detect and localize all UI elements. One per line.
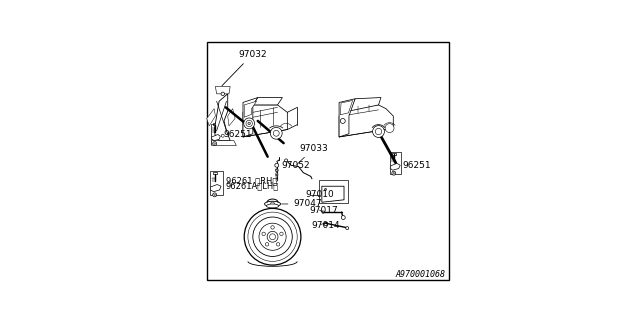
Circle shape	[248, 122, 250, 124]
Polygon shape	[207, 108, 216, 126]
Text: A970001068: A970001068	[395, 270, 445, 279]
Polygon shape	[216, 86, 230, 94]
Polygon shape	[322, 186, 344, 202]
Circle shape	[276, 243, 280, 246]
Circle shape	[244, 118, 255, 129]
Circle shape	[259, 223, 286, 250]
Circle shape	[273, 130, 279, 136]
Ellipse shape	[264, 201, 280, 207]
Bar	[390, 152, 401, 174]
Bar	[324, 222, 327, 225]
Bar	[392, 153, 396, 155]
Circle shape	[271, 202, 275, 206]
Circle shape	[253, 217, 292, 256]
Bar	[211, 124, 221, 144]
Circle shape	[267, 231, 278, 242]
Ellipse shape	[276, 172, 278, 175]
Text: 97033: 97033	[297, 143, 328, 164]
Text: 97047: 97047	[282, 199, 322, 208]
Ellipse shape	[276, 179, 278, 181]
Circle shape	[248, 212, 297, 261]
Bar	[212, 172, 216, 174]
Circle shape	[262, 232, 266, 236]
Circle shape	[244, 208, 301, 265]
Text: 97014: 97014	[311, 221, 340, 230]
Circle shape	[340, 118, 345, 124]
Circle shape	[269, 234, 275, 240]
Polygon shape	[211, 134, 220, 141]
Text: 97010: 97010	[306, 190, 335, 199]
Ellipse shape	[266, 204, 279, 208]
Ellipse shape	[276, 169, 278, 172]
Polygon shape	[339, 99, 355, 137]
Polygon shape	[340, 100, 353, 115]
Text: 96251: 96251	[223, 130, 252, 139]
Text: 96261A〈LH〉: 96261A〈LH〉	[226, 181, 279, 190]
Polygon shape	[228, 108, 235, 126]
Bar	[319, 180, 348, 204]
Ellipse shape	[276, 176, 278, 178]
Polygon shape	[349, 98, 381, 111]
Circle shape	[214, 194, 216, 196]
Circle shape	[221, 134, 224, 137]
Polygon shape	[243, 98, 258, 137]
Text: 96261 〈RH〉: 96261 〈RH〉	[226, 177, 277, 186]
Polygon shape	[390, 163, 400, 170]
Circle shape	[341, 216, 345, 220]
Circle shape	[285, 159, 287, 162]
Circle shape	[275, 163, 279, 167]
Circle shape	[322, 211, 324, 213]
Bar	[212, 123, 216, 125]
Polygon shape	[212, 141, 236, 146]
Circle shape	[275, 173, 278, 176]
Polygon shape	[339, 105, 394, 137]
Circle shape	[346, 227, 349, 230]
Text: 97017: 97017	[310, 206, 339, 215]
Circle shape	[266, 243, 269, 246]
Circle shape	[392, 171, 396, 175]
Polygon shape	[253, 98, 282, 105]
Circle shape	[324, 188, 326, 190]
Circle shape	[280, 232, 283, 236]
Polygon shape	[244, 101, 257, 117]
Circle shape	[214, 143, 216, 144]
Circle shape	[212, 142, 216, 146]
Circle shape	[375, 128, 381, 135]
Circle shape	[246, 120, 252, 127]
Text: 96251: 96251	[403, 161, 431, 170]
Circle shape	[372, 126, 385, 138]
Text: 97052: 97052	[281, 161, 310, 170]
Polygon shape	[243, 105, 287, 137]
Bar	[211, 171, 223, 195]
Circle shape	[221, 92, 225, 96]
Polygon shape	[211, 185, 221, 192]
Circle shape	[393, 172, 394, 174]
Polygon shape	[214, 94, 230, 141]
Circle shape	[271, 226, 275, 229]
Text: 97032: 97032	[222, 50, 267, 86]
Circle shape	[275, 169, 278, 172]
Circle shape	[270, 127, 282, 139]
Circle shape	[385, 124, 394, 132]
Circle shape	[212, 193, 216, 197]
